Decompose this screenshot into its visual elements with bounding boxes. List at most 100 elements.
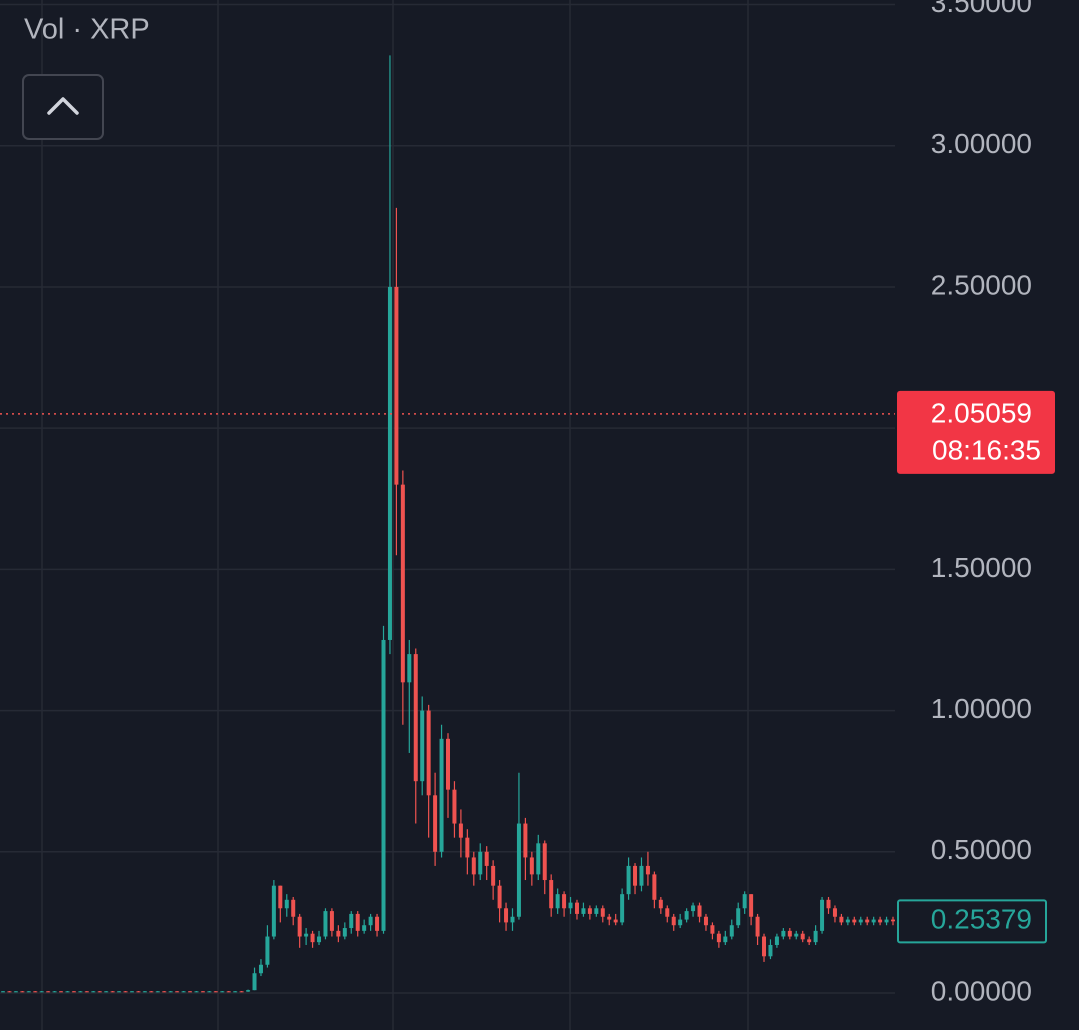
candle-body	[820, 899, 825, 931]
candle-body	[832, 908, 837, 917]
y-tick-label: 1.50000	[931, 552, 1032, 583]
candle-body	[258, 964, 263, 974]
candle-body	[478, 851, 483, 875]
candle-body	[323, 911, 328, 937]
candle-body	[762, 936, 767, 957]
candle-body	[52, 991, 57, 993]
price-label: 2.05059	[931, 397, 1032, 428]
candle-body	[233, 991, 238, 993]
candle-body	[433, 795, 438, 852]
y-tick-label: 1.00000	[931, 693, 1032, 724]
candle-body	[213, 991, 218, 993]
y-tick-label: 2.50000	[931, 269, 1032, 300]
candle-body	[645, 865, 650, 875]
candle-body	[826, 899, 831, 909]
candle-body	[665, 908, 670, 917]
candle-body	[71, 991, 76, 993]
candle-body	[774, 936, 779, 945]
candle-body	[271, 885, 276, 937]
candle-body	[317, 936, 322, 943]
candle-body	[13, 991, 18, 993]
candles	[1, 55, 895, 993]
candle-body	[265, 936, 270, 965]
candle-body	[355, 913, 360, 931]
candle-body	[794, 933, 799, 937]
candle-body	[413, 654, 418, 782]
candle-body	[336, 930, 341, 937]
candle-body	[375, 916, 380, 931]
candle-body	[84, 991, 89, 993]
candle-body	[239, 991, 244, 993]
candle-body	[91, 991, 96, 993]
candle-body	[59, 991, 64, 993]
candle-body	[362, 925, 367, 931]
candle-body	[697, 905, 702, 917]
candle-body	[549, 880, 554, 909]
candle-body	[542, 843, 547, 881]
candle-body	[703, 916, 708, 926]
candle-body	[852, 919, 857, 923]
candle-body	[207, 991, 212, 993]
candle-body	[310, 933, 315, 943]
candle-body	[691, 905, 696, 912]
collapse-button[interactable]	[22, 74, 104, 140]
candle-body	[845, 919, 850, 923]
candle-body	[123, 991, 128, 993]
candle-body	[46, 991, 51, 993]
y-tick-label: 3.00000	[931, 128, 1032, 159]
candle-body	[297, 916, 302, 937]
candle-body	[110, 991, 115, 993]
candle-body	[839, 916, 844, 923]
candle-body	[536, 843, 541, 875]
candle-body	[884, 919, 889, 923]
candle-body	[491, 865, 496, 886]
candle-body	[136, 991, 141, 993]
grid	[0, 3, 895, 994]
candle-body	[278, 885, 283, 909]
candle-body	[742, 894, 747, 909]
countdown-label: 08:16:35	[932, 434, 1041, 465]
candle-body	[768, 944, 773, 957]
candle-body	[523, 823, 528, 858]
candle-body	[471, 857, 476, 875]
candle-body	[484, 851, 489, 866]
candle-body	[458, 823, 463, 838]
price-label-box	[897, 390, 1055, 474]
candle-body	[587, 908, 592, 914]
candle-body	[510, 916, 515, 923]
candle-body	[381, 639, 386, 931]
candle-body	[162, 991, 167, 993]
candle-body	[329, 911, 334, 931]
candle-body	[497, 885, 502, 909]
chevron-up-icon	[47, 97, 79, 115]
candle-body	[807, 939, 812, 943]
candle-body	[33, 991, 38, 993]
candle-body	[716, 933, 721, 943]
candle-body	[891, 919, 895, 922]
candle-body	[858, 919, 863, 923]
candle-body	[200, 991, 205, 993]
candle-body	[516, 823, 521, 917]
candle-body	[781, 930, 786, 937]
candle-body	[168, 991, 173, 993]
candle-body	[342, 928, 347, 937]
button-frame[interactable]	[22, 74, 104, 140]
candle-body	[633, 865, 638, 886]
candle-body	[420, 710, 425, 782]
candle-body	[175, 991, 180, 993]
candle-body	[529, 857, 534, 875]
candle-body	[291, 899, 296, 917]
y-tick-label: 3.50000	[931, 0, 1032, 18]
candle-body	[284, 899, 289, 909]
candle-body	[368, 916, 373, 926]
candle-body	[684, 911, 689, 920]
candle-body	[787, 930, 792, 937]
candle-body	[129, 991, 134, 993]
candle-body	[226, 991, 231, 993]
candle-body	[387, 286, 392, 640]
candle-body	[749, 894, 754, 917]
y-tick-label: 0.00000	[931, 975, 1032, 1006]
candle-body	[439, 738, 444, 852]
